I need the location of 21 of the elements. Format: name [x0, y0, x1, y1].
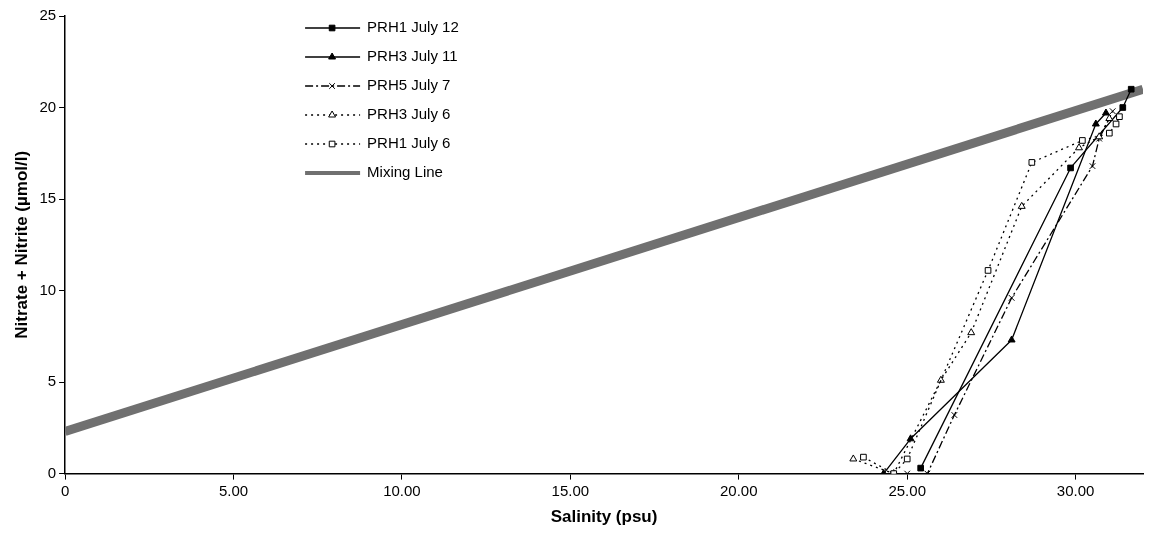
- y-tick-label: 10: [39, 280, 57, 298]
- y-tick-label: 20: [39, 97, 57, 115]
- x-tick-label: 5.00: [218, 481, 249, 499]
- legend-label: PRH3 July 6: [367, 105, 451, 123]
- x-axis-title: Salinity (psu): [550, 507, 658, 527]
- legend-label: PRH5 July 7: [367, 76, 451, 94]
- y-tick-label: 25: [39, 6, 57, 24]
- x-tick-label: 15.00: [551, 481, 590, 499]
- legend-label: PRH3 July 11: [367, 47, 458, 65]
- x-tick-label: 25.00: [888, 481, 926, 499]
- y-tick-label: 0: [47, 463, 57, 481]
- legend-label: PRH1 July 6: [367, 134, 451, 152]
- x-tick-label: 0: [60, 481, 70, 499]
- x-tick-label: 10.00: [383, 481, 421, 499]
- legend-label: Mixing Line: [367, 163, 443, 181]
- y-tick-label: 5: [47, 372, 57, 390]
- legend-label: PRH1 July 12: [367, 18, 459, 36]
- x-tick-label: 30.00: [1056, 481, 1095, 499]
- x-tick-label: 20.00: [720, 481, 758, 499]
- y-axis-title: Nitrate + Nitrite (µmol/l): [11, 150, 31, 339]
- y-tick-label: 15: [39, 189, 57, 207]
